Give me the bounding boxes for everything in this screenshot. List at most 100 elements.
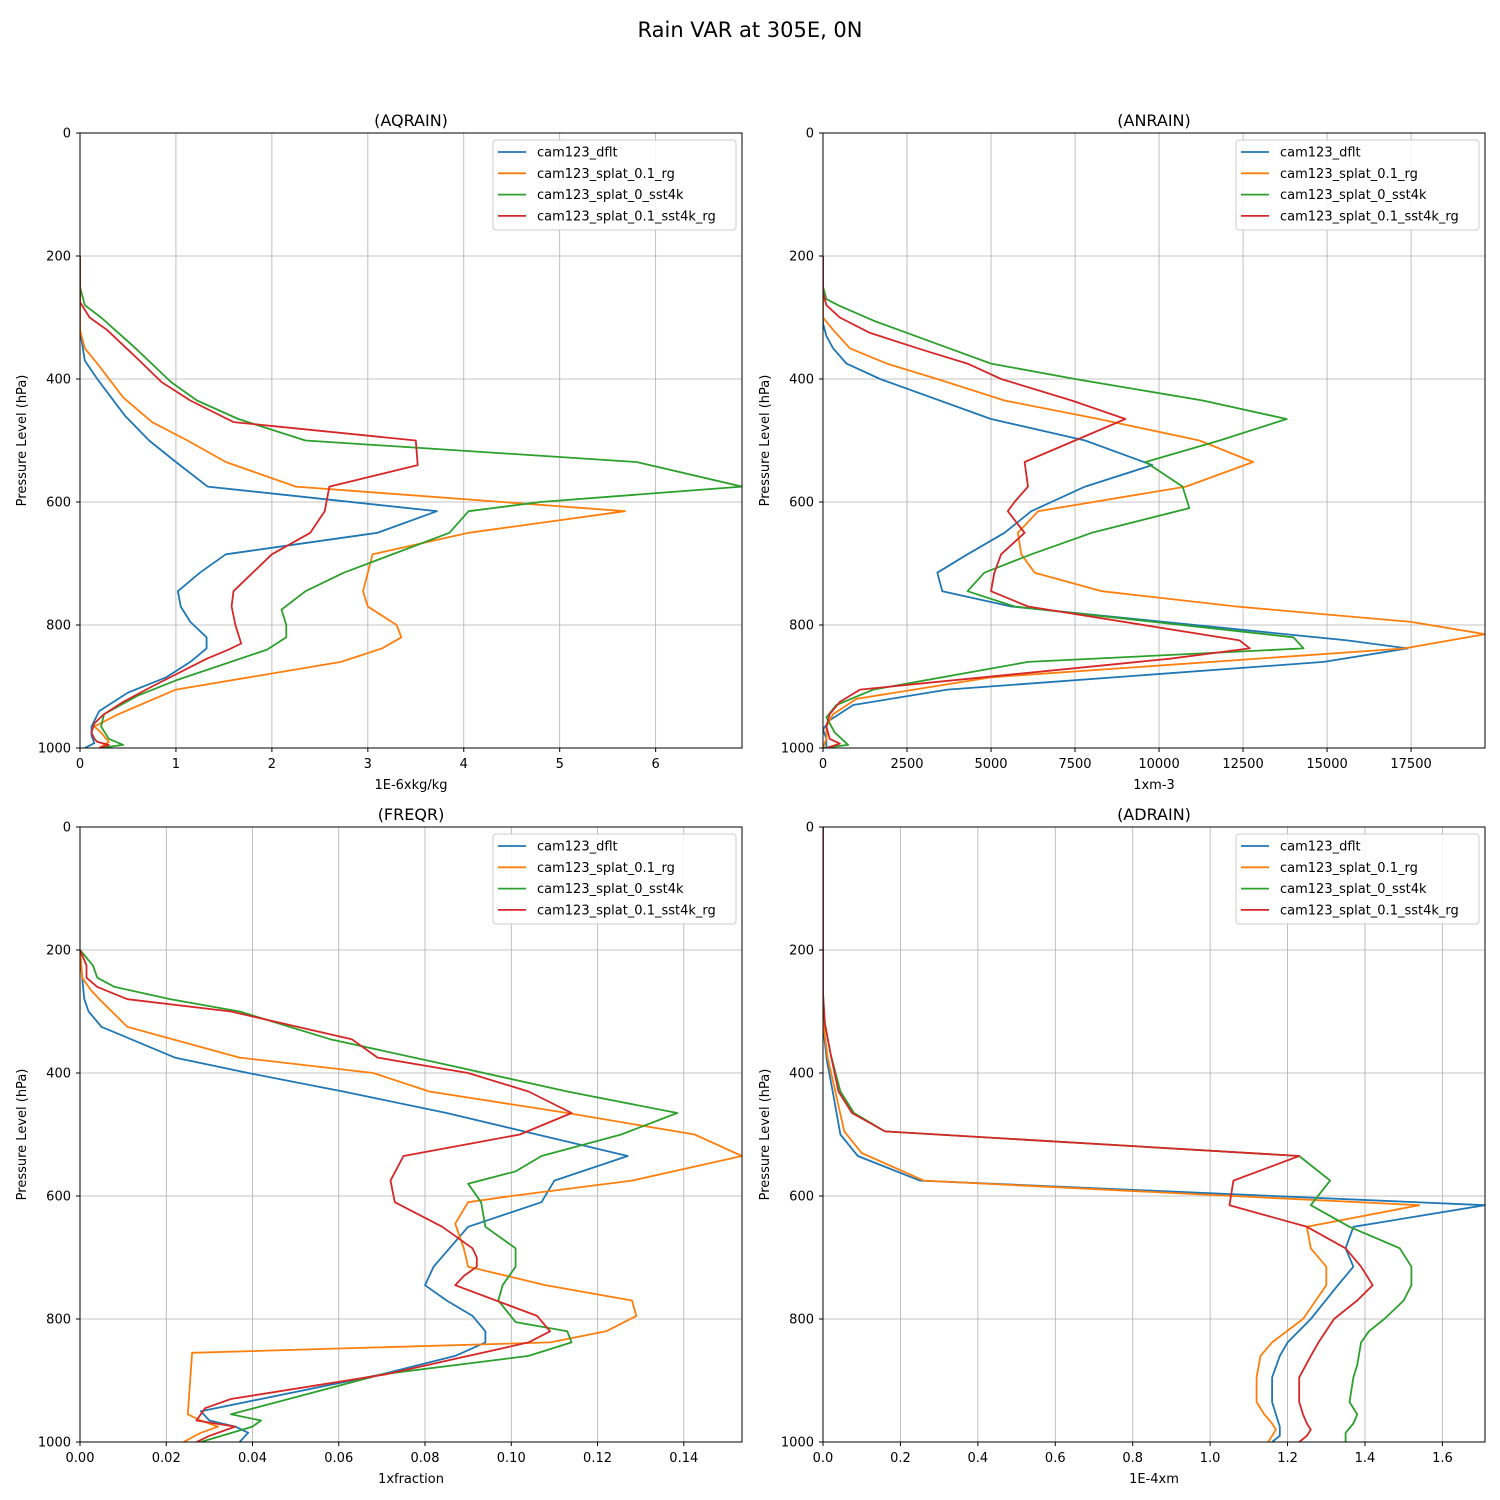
series-line-cam123_dflt: [823, 827, 1485, 1442]
x-axis-label: 1xm-3: [1133, 778, 1175, 793]
y-tick-label: 400: [46, 373, 71, 388]
y-tick-label: 600: [789, 1190, 814, 1205]
series-line-cam123_splat_0_sst4k: [823, 256, 1305, 748]
legend-label: cam123_dflt: [1280, 146, 1361, 161]
legend: cam123_dflt cam123_splat_0.1_rg cam123_spl…: [1235, 833, 1480, 925]
chart-panel-2: 0 2500 5000 7500 10000 12500 15000 17500 0 200 400…: [758, 111, 1486, 793]
x-tick-label: 10000: [1138, 757, 1179, 772]
y-tick-label: 800: [789, 1313, 814, 1328]
panel-title: (ANRAIN): [1117, 111, 1191, 130]
x-tick-label: 2500: [890, 757, 923, 772]
plot-frame: [822, 826, 1486, 1443]
y-tick-label: 1000: [781, 742, 814, 757]
series-line-cam123_splat_0.1_rg: [80, 949, 742, 1442]
series-line-cam123_dflt: [823, 256, 1409, 748]
plot-frame: [822, 132, 1486, 749]
y-tick-label: 0: [806, 127, 814, 142]
x-tick-label: 1.0: [1200, 1451, 1221, 1466]
legend: cam123_dflt cam123_splat_0.1_rg cam123_spl…: [492, 139, 737, 231]
x-tick-label: 0.04: [238, 1451, 267, 1466]
legend-box: [492, 833, 737, 925]
y-axis-label: Pressure Level (hPa): [15, 1069, 30, 1201]
legend-label: cam123_splat_0.1_sst4k_rg: [1280, 903, 1459, 918]
y-tick-label: 600: [46, 496, 71, 511]
x-tick-label: 17500: [1390, 757, 1431, 772]
series-line-cam123_splat_0.1_rg: [80, 256, 626, 748]
x-tick-label: 7500: [1058, 757, 1091, 772]
x-tick-label: 0.4: [968, 1451, 989, 1466]
x-tick-label: 0: [819, 757, 827, 772]
x-axis-label: 1E-4xm: [1129, 1472, 1179, 1487]
x-tick-label: 0.12: [583, 1451, 612, 1466]
series-line-cam123_splat_0_sst4k: [823, 827, 1413, 1442]
y-tick-label: 200: [789, 944, 814, 959]
legend-label: cam123_splat_0.1_rg: [1280, 167, 1418, 182]
legend-box: [1235, 139, 1480, 231]
legend-label: cam123_splat_0.1_rg: [1280, 861, 1418, 876]
y-tick-label: 800: [789, 619, 814, 634]
y-axis-label: Pressure Level (hPa): [758, 1069, 773, 1201]
x-tick-label: 0.6: [1045, 1451, 1066, 1466]
legend-label: cam123_splat_0_sst4k: [1280, 188, 1427, 203]
y-tick-label: 0: [63, 127, 71, 142]
x-tick-label: 0.08: [411, 1451, 440, 1466]
y-tick-label: 0: [806, 821, 814, 836]
figure-title: Rain VAR at 305E, 0N: [637, 18, 862, 42]
y-tick-label: 1000: [38, 742, 71, 757]
series-line-cam123_splat_0.1_rg: [823, 256, 1485, 748]
y-tick-label: 600: [46, 1190, 71, 1205]
x-tick-label: 1.6: [1432, 1451, 1453, 1466]
y-tick-label: 200: [46, 944, 71, 959]
legend-label: cam123_splat_0.1_sst4k_rg: [537, 903, 716, 918]
x-tick-label: 0.10: [497, 1451, 526, 1466]
x-tick-label: 15000: [1306, 757, 1347, 772]
x-tick-label: 1: [172, 757, 180, 772]
chart-panel-1: 0 1 2 3 4 5 6 0 200 400 600 800 1000 (AQRAIN) 1E-6xkg/…: [15, 111, 743, 793]
y-tick-label: 600: [789, 496, 814, 511]
y-axis-label: Pressure Level (hPa): [15, 375, 30, 507]
series-line-cam123_splat_0_sst4k: [80, 949, 679, 1442]
series-group: [823, 256, 1485, 748]
series-group: [80, 256, 742, 748]
series-line-cam123_dflt: [80, 256, 438, 748]
x-tick-label: 4: [460, 757, 468, 772]
x-tick-label: 5: [556, 757, 564, 772]
legend-label: cam123_dflt: [537, 840, 618, 855]
series-line-cam123_splat_0.1_rg: [823, 827, 1421, 1442]
x-tick-label: 0.8: [1122, 1451, 1143, 1466]
legend-box: [1235, 833, 1480, 925]
chart-panel-3: 0.00 0.02 0.04 0.06 0.08 0.10 0.12 0.14 0 200 400 6…: [15, 805, 743, 1487]
panel-title: (ADRAIN): [1117, 805, 1191, 824]
legend-label: cam123_splat_0.1_sst4k_rg: [1280, 209, 1459, 224]
y-tick-label: 200: [46, 250, 71, 265]
x-axis-label: 1xfraction: [378, 1472, 444, 1487]
legend-label: cam123_dflt: [1280, 840, 1361, 855]
series-line-cam123_splat_0.1_sst4k_rg: [823, 827, 1374, 1442]
x-tick-label: 0.0: [813, 1451, 834, 1466]
plot-frame: [79, 826, 743, 1443]
series-line-cam123_dflt: [80, 949, 629, 1442]
x-tick-label: 12500: [1222, 757, 1263, 772]
x-tick-label: 0.02: [152, 1451, 181, 1466]
legend-label: cam123_splat_0.1_rg: [537, 167, 675, 182]
y-axis-label: Pressure Level (hPa): [758, 375, 773, 507]
x-tick-label: 6: [652, 757, 660, 772]
x-tick-label: 5000: [974, 757, 1007, 772]
y-tick-label: 1000: [781, 1436, 814, 1451]
x-tick-label: 3: [364, 757, 372, 772]
legend-label: cam123_splat_0_sst4k: [1280, 882, 1427, 897]
y-tick-label: 400: [789, 1067, 814, 1082]
legend-box: [492, 139, 737, 231]
series-line-cam123_splat_0.1_sst4k_rg: [80, 949, 573, 1442]
legend-label: cam123_splat_0.1_sst4k_rg: [537, 209, 716, 224]
y-tick-label: 400: [46, 1067, 71, 1082]
series-group: [823, 827, 1485, 1442]
y-tick-label: 0: [63, 821, 71, 836]
x-tick-label: 2: [268, 757, 276, 772]
panels: 0 1 2 3 4 5 6 0 200 400 600 800 1000 (AQRAIN) 1E-6xkg/…: [15, 111, 1486, 1487]
y-tick-label: 800: [46, 619, 71, 634]
legend: cam123_dflt cam123_splat_0.1_rg cam123_spl…: [1235, 139, 1480, 231]
legend-label: cam123_splat_0.1_rg: [537, 861, 675, 876]
panel-title: (FREQR): [378, 805, 445, 824]
